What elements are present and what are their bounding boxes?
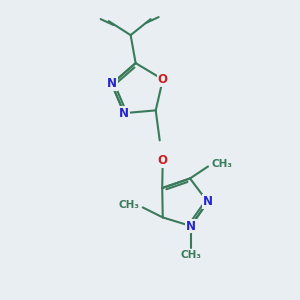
Text: N: N — [107, 77, 117, 90]
Text: O: O — [158, 154, 168, 167]
Text: N: N — [186, 220, 196, 232]
Text: CH₃: CH₃ — [119, 200, 140, 210]
Text: CH₃: CH₃ — [211, 160, 232, 170]
Text: N: N — [203, 195, 213, 208]
Text: N: N — [119, 106, 129, 120]
Text: CH₃: CH₃ — [180, 250, 201, 260]
Text: O: O — [158, 73, 168, 86]
